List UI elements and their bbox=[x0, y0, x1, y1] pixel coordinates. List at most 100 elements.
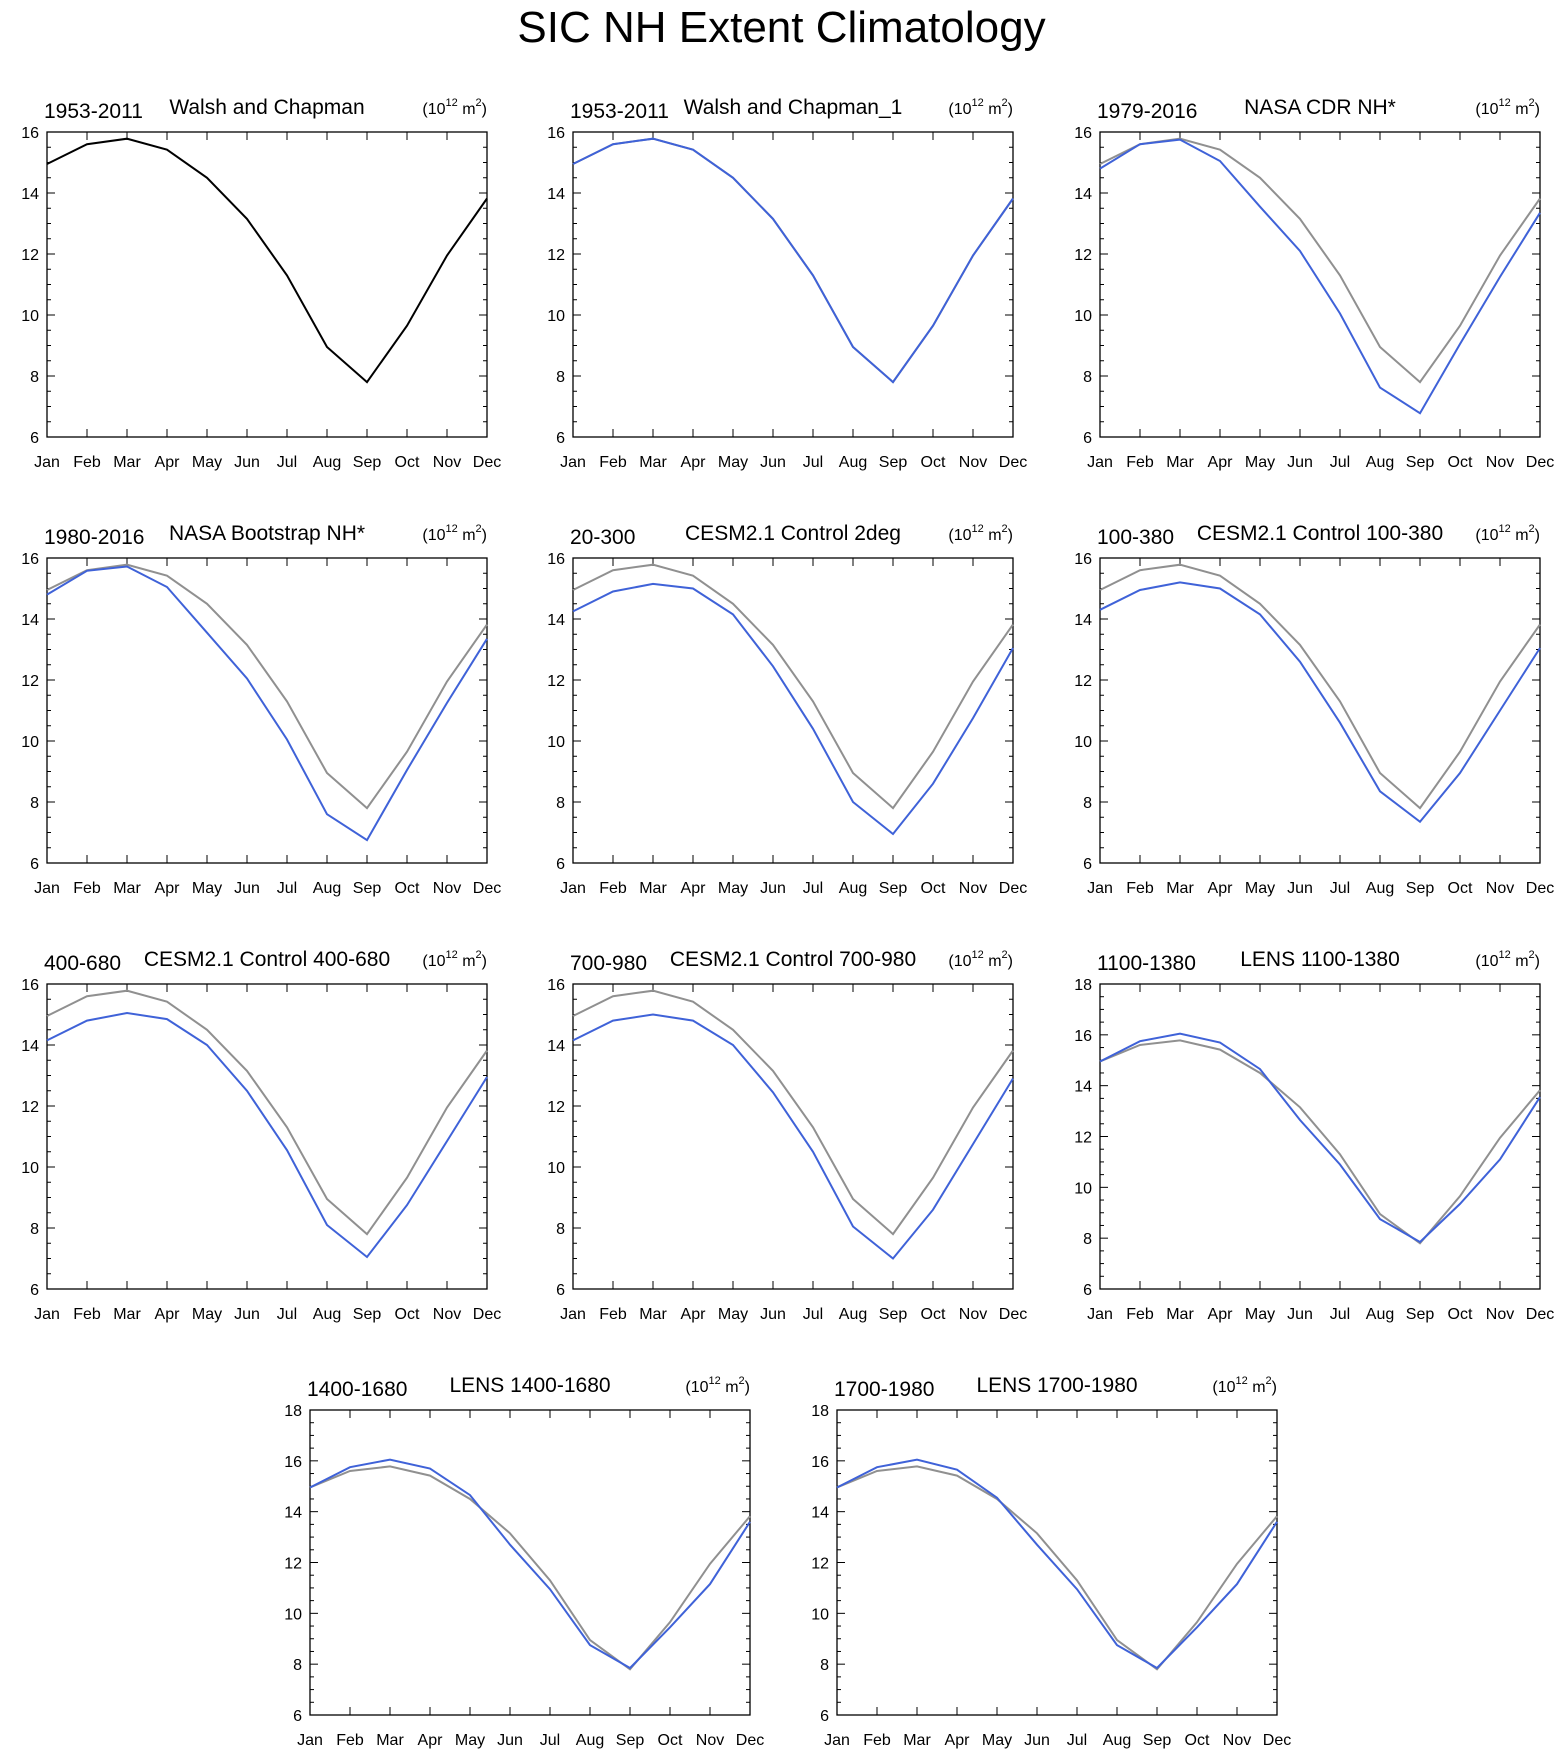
x-tick-label: Sep bbox=[879, 454, 908, 471]
chart-panel: 6 8 10 12 14 16 Jan Feb Mar Apr May Jun Jul Aug Sep Oct… bbox=[1074, 522, 1554, 897]
y-tick-label: 12 bbox=[547, 247, 565, 264]
reference-series-line bbox=[46, 563, 488, 810]
y-tick-label: 12 bbox=[1074, 1130, 1092, 1147]
y-tick-label: 8 bbox=[820, 1657, 829, 1674]
x-tick-label: Nov bbox=[959, 1306, 987, 1323]
reference-series-line bbox=[309, 1465, 751, 1671]
x-tick-label: Jan bbox=[34, 1306, 60, 1323]
x-tick-label: Jul bbox=[1330, 454, 1350, 471]
x-tick-label: Aug bbox=[576, 1732, 604, 1749]
y-tick-label: 12 bbox=[21, 247, 39, 264]
units-text: (10 bbox=[948, 101, 971, 118]
x-tick-label: May bbox=[718, 1306, 748, 1323]
y-tick-label: 12 bbox=[21, 1099, 39, 1116]
units-text: m bbox=[458, 527, 476, 544]
x-tick-label: Nov bbox=[433, 1306, 461, 1323]
x-tick-label: Feb bbox=[1126, 1306, 1154, 1323]
x-tick-label: Nov bbox=[433, 880, 461, 897]
x-tick-label: Mar bbox=[1166, 880, 1194, 897]
y-tick-label: 16 bbox=[547, 125, 565, 142]
x-tick-label: Sep bbox=[353, 454, 382, 471]
x-tick-label: Sep bbox=[1406, 1306, 1435, 1323]
units-text: (10 bbox=[685, 1379, 708, 1396]
x-tick-label: Oct bbox=[395, 880, 420, 897]
x-tick-label: Jun bbox=[760, 1306, 786, 1323]
x-tick-label: Feb bbox=[1126, 880, 1154, 897]
reference-series-line bbox=[46, 989, 488, 1236]
panel-center-title: LENS 1700-1980 bbox=[976, 1374, 1137, 1397]
y-tick-label: 16 bbox=[547, 551, 565, 568]
x-tick-label: Feb bbox=[599, 880, 627, 897]
x-tick-label: Oct bbox=[658, 1732, 683, 1749]
x-tick-label: Mar bbox=[1166, 1306, 1194, 1323]
x-tick-label: Oct bbox=[395, 454, 420, 471]
panel-center-title: CESM2.1 Control 700-980 bbox=[670, 948, 916, 971]
panel-center-title: LENS 1100-1380 bbox=[1240, 948, 1400, 971]
y-tick-label: 6 bbox=[30, 1282, 39, 1299]
panel-left-title: 1700-1980 bbox=[834, 1378, 934, 1401]
series-line bbox=[46, 1011, 488, 1259]
units-label: (1012 m2) bbox=[422, 97, 487, 118]
panel-left-title: 400-680 bbox=[44, 952, 121, 975]
x-tick-label: Jan bbox=[297, 1732, 323, 1749]
y-tick-label: 8 bbox=[1083, 1231, 1092, 1248]
units-text: m bbox=[458, 953, 476, 970]
y-tick-label: 10 bbox=[811, 1606, 829, 1623]
panel-left-title: 700-980 bbox=[570, 952, 647, 975]
x-tick-label: Jun bbox=[760, 454, 786, 471]
x-tick-label: Nov bbox=[959, 454, 987, 471]
panel-center-title: Walsh and Chapman_1 bbox=[684, 96, 903, 119]
x-tick-label: Apr bbox=[681, 1306, 707, 1323]
y-tick-label: 6 bbox=[820, 1708, 829, 1725]
units-superscript: 12 bbox=[972, 97, 984, 109]
x-tick-label: Apr bbox=[1208, 1306, 1234, 1323]
series-line bbox=[1099, 138, 1541, 415]
y-tick-label: 16 bbox=[21, 977, 39, 994]
panel-left-title: 1100-1380 bbox=[1097, 952, 1196, 975]
units-superscript: 12 bbox=[972, 523, 984, 535]
x-tick-label: Jul bbox=[803, 880, 823, 897]
x-tick-label: Apr bbox=[1208, 454, 1234, 471]
y-tick-label: 12 bbox=[284, 1556, 302, 1573]
x-tick-label: Sep bbox=[1143, 1732, 1172, 1749]
reference-series-line bbox=[1099, 1039, 1541, 1245]
units-text: (10 bbox=[948, 527, 971, 544]
x-tick-label: Oct bbox=[921, 880, 946, 897]
panel-center-title: CESM2.1 Control 400-680 bbox=[144, 948, 390, 971]
units-text: ) bbox=[482, 527, 487, 544]
y-tick-label: 8 bbox=[30, 795, 39, 812]
chart-panel: 6 8 10 12 14 16 Jan Feb Mar Apr May Jun Jul Aug Sep Oct… bbox=[21, 96, 501, 471]
panel-center-title: CESM2.1 Control 2deg bbox=[685, 522, 901, 545]
y-tick-label: 14 bbox=[547, 612, 565, 629]
units-label: (1012 m2) bbox=[422, 949, 487, 970]
units-text: (10 bbox=[422, 101, 445, 118]
units-text: m bbox=[458, 101, 476, 118]
x-tick-label: Jul bbox=[1330, 1306, 1350, 1323]
y-tick-label: 12 bbox=[547, 673, 565, 690]
x-tick-label: Jul bbox=[1330, 880, 1350, 897]
units-text: ) bbox=[1272, 1379, 1277, 1396]
x-tick-label: Jul bbox=[540, 1732, 560, 1749]
x-tick-label: Aug bbox=[1103, 1732, 1131, 1749]
units-text: (10 bbox=[422, 527, 445, 544]
x-tick-label: Oct bbox=[1448, 1306, 1473, 1323]
units-superscript: 2 bbox=[1529, 949, 1535, 961]
x-tick-label: Jan bbox=[34, 880, 60, 897]
units-superscript: 12 bbox=[1499, 949, 1511, 961]
series-line bbox=[46, 565, 488, 842]
chart-panel: 6 8 10 12 14 16 Jan Feb Mar Apr May Jun Jul Aug Sep Oct… bbox=[547, 522, 1027, 897]
x-tick-label: May bbox=[192, 1306, 222, 1323]
x-tick-label: Jan bbox=[560, 1306, 586, 1323]
x-tick-label: Jul bbox=[277, 1306, 297, 1323]
units-text: ) bbox=[1535, 953, 1540, 970]
y-tick-label: 14 bbox=[1074, 186, 1092, 203]
x-tick-label: Nov bbox=[1223, 1732, 1251, 1749]
plot-frame bbox=[572, 557, 1014, 864]
y-tick-label: 8 bbox=[556, 1221, 565, 1238]
x-tick-label: Apr bbox=[1208, 880, 1234, 897]
x-tick-label: Jul bbox=[277, 454, 297, 471]
x-tick-label: Jun bbox=[1287, 880, 1313, 897]
y-tick-label: 10 bbox=[547, 734, 565, 751]
x-tick-label: May bbox=[192, 454, 222, 471]
plot-frame bbox=[572, 983, 1014, 1290]
